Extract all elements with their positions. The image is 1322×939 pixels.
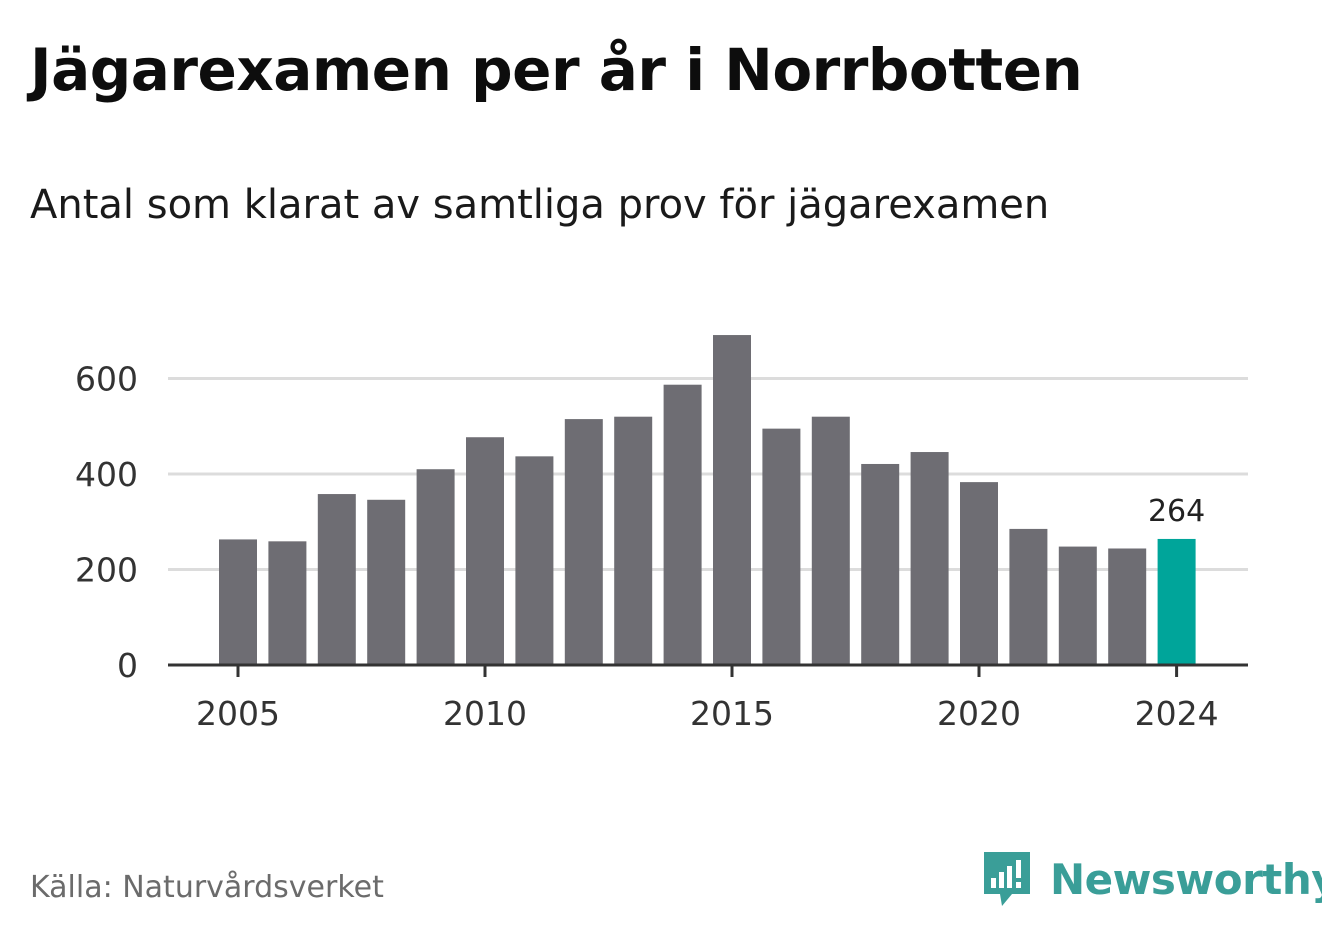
bar-2010 (466, 437, 504, 665)
bar-2017 (811, 416, 850, 665)
bar-2020 (960, 482, 998, 665)
y-tick-label-400: 400 (75, 455, 138, 494)
x-tick-label-2010: 2010 (443, 694, 527, 733)
bar-2023 (1108, 548, 1147, 665)
y-tick-label-0: 0 (117, 646, 138, 685)
bars (219, 335, 1196, 665)
bar-2021 (1009, 528, 1048, 665)
bar-2015 (713, 335, 751, 665)
labels: 0 200 400 600 264 2005 2010 2015 2020 2024 (75, 360, 1219, 734)
chart-subtitle: Antal som klarat av samtliga prov för jä… (30, 182, 1050, 228)
bar-2009 (416, 469, 455, 665)
x-tick-label-2020: 2020 (937, 694, 1021, 733)
value-label-2024: 264 (1148, 494, 1205, 529)
bar-2005 (219, 539, 257, 665)
bar-2012 (564, 419, 603, 665)
bar-2006 (268, 541, 307, 665)
bar-2013 (614, 416, 653, 665)
bar-2014 (663, 384, 702, 665)
x-tick-label-2005: 2005 (196, 694, 280, 733)
bar-2008 (367, 499, 406, 665)
newsworthy-logo-icon (984, 852, 1030, 906)
source-note: Källa: Naturvårdsverket (30, 870, 384, 905)
bar-2019 (910, 452, 949, 665)
bar-2007 (317, 494, 356, 665)
chart-title: Jägarexamen per år i Norrbotten (30, 36, 1083, 104)
bar-2024 (1157, 538, 1196, 665)
bar-2016 (762, 428, 801, 665)
axes (168, 663, 1248, 677)
bar-2022 (1058, 546, 1097, 665)
brand-logo: Newsworthy (980, 848, 1322, 910)
y-tick-label-200: 200 (75, 551, 138, 590)
bar-2011 (515, 456, 554, 665)
brand-name: Newsworthy (1050, 854, 1322, 904)
bar-2018 (861, 463, 900, 665)
x-tick-label-2024: 2024 (1135, 694, 1219, 733)
y-tick-label-600: 600 (75, 360, 138, 399)
x-tick-label-2015: 2015 (690, 694, 774, 733)
